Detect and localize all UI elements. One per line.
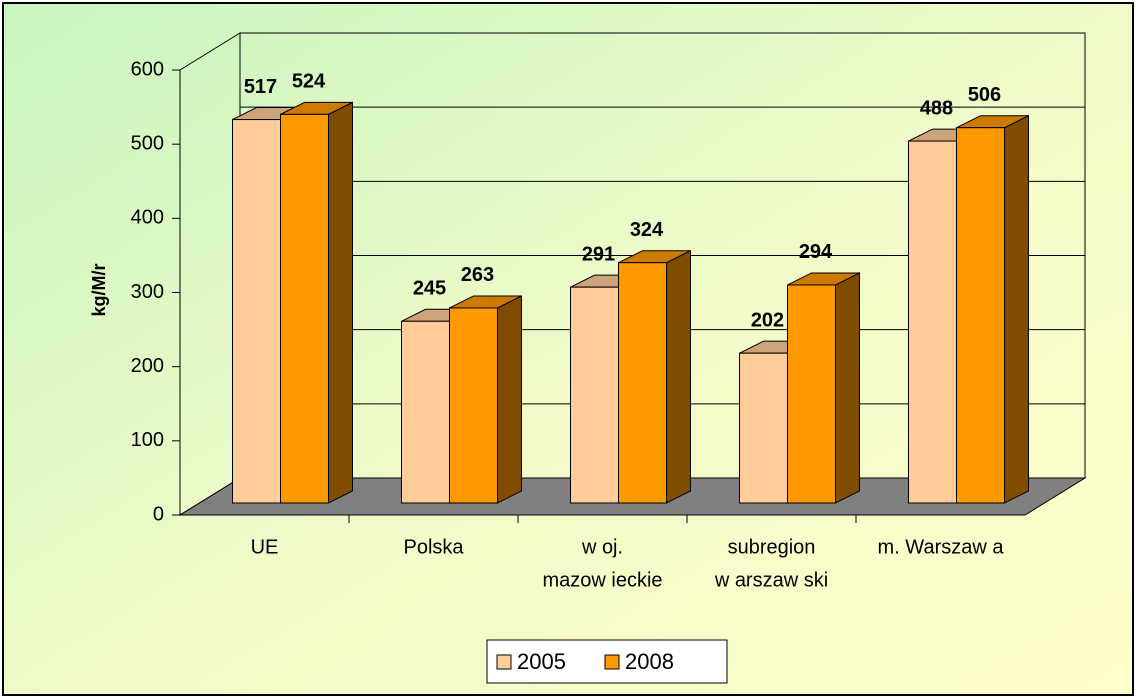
bar (449, 295, 522, 504)
data-label: 506 (968, 84, 1001, 106)
bar-side (497, 295, 522, 504)
bar-front (570, 286, 619, 504)
y-axis-label: kg/M/r (89, 263, 109, 316)
data-label: 524 (292, 71, 326, 93)
legend-label: 2008 (625, 649, 674, 674)
y-tick-label: 100 (131, 429, 164, 451)
x-tick-label: w oj. (581, 536, 623, 558)
y-tick-label: 0 (153, 503, 164, 525)
data-label: 294 (799, 241, 833, 263)
bar-front (618, 262, 667, 504)
x-tick-label: w arszaw ski (714, 569, 828, 591)
data-label: 202 (751, 309, 784, 331)
data-label: 291 (582, 243, 615, 265)
x-tick-label: UE (251, 536, 279, 558)
y-tick-label: 300 (131, 281, 164, 303)
bar-side (666, 249, 691, 504)
bar-front (739, 352, 788, 504)
bar (787, 272, 860, 504)
y-tick-label: 500 (131, 132, 164, 154)
bar-side (1004, 114, 1029, 504)
bar-front (908, 140, 957, 504)
bar-front (449, 307, 498, 504)
bar-front (232, 119, 281, 504)
data-label: 488 (920, 97, 953, 119)
bar-front (787, 284, 836, 504)
x-tick-label: m. Warszaw a (878, 536, 1005, 558)
bar-side (835, 272, 860, 504)
legend-swatch (604, 654, 620, 670)
legend-label: 2005 (517, 649, 566, 674)
legend-swatch (496, 654, 512, 670)
bar-side (328, 101, 353, 504)
y-tick-label: 400 (131, 207, 164, 229)
bar (618, 249, 691, 504)
data-label: 517 (244, 76, 277, 98)
y-tick-label: 600 (131, 58, 164, 80)
x-tick-label: Polska (403, 536, 464, 558)
data-label: 263 (461, 264, 494, 286)
bar-front (401, 320, 450, 504)
bar-front (956, 127, 1005, 504)
data-label: 245 (413, 278, 446, 300)
x-tick-label: subregion (728, 536, 816, 558)
bar (956, 114, 1029, 504)
x-tick-label: mazow ieckie (542, 569, 662, 591)
data-label: 324 (630, 219, 664, 241)
bar-front (280, 113, 329, 504)
y-tick-label: 200 (131, 355, 164, 377)
bar (280, 101, 353, 504)
